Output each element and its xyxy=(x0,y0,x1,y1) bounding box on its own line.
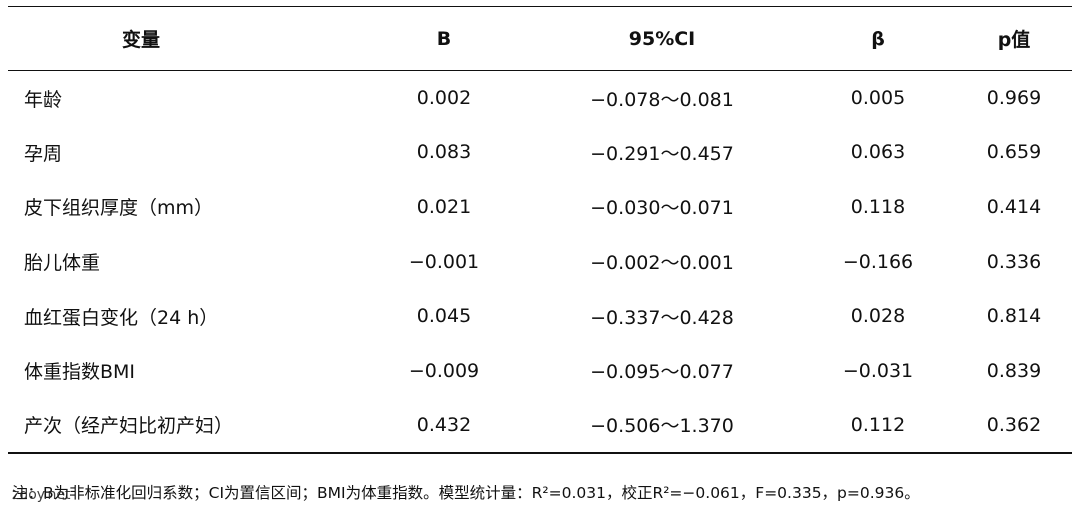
row-beta: 0.005 xyxy=(850,87,906,110)
row-ci: −0.002～0.001 xyxy=(590,252,734,275)
header-p-value: p值 xyxy=(956,6,1072,71)
header-ci: 95%CI xyxy=(524,6,800,71)
row-beta: 0.028 xyxy=(850,305,906,328)
row-b: −0.001 xyxy=(408,250,480,273)
row-beta: −0.166 xyxy=(842,250,914,273)
row-beta: 0.112 xyxy=(800,398,956,454)
row-p-value: 0.969 xyxy=(986,87,1042,110)
row-ci: −0.337～0.428 xyxy=(590,306,734,329)
row-variable: 胎儿体重 xyxy=(24,252,101,275)
table-row: 孕周 0.083 −0.291～0.457 0.063 0.659 xyxy=(8,125,1072,180)
watermark: zdoy.net xyxy=(12,487,71,503)
table-footnote: 注：B为非标准化回归系数；CI为置信区间；BMI为体重指数。模型统计量：R²=0… xyxy=(12,484,920,502)
row-b: −0.009 xyxy=(408,359,480,382)
row-p-value: 0.362 xyxy=(956,398,1072,454)
row-p-value: 0.839 xyxy=(986,359,1042,382)
row-p-value: 0.814 xyxy=(986,305,1042,328)
row-beta: −0.031 xyxy=(842,359,914,382)
regression-table: 变量 B 95%CI β p值 年龄 0.002 −0.078～0.081 0.… xyxy=(8,6,1072,454)
row-ci: −0.095～0.077 xyxy=(590,361,734,384)
row-p-value: 0.414 xyxy=(986,195,1042,218)
row-ci: −0.030～0.071 xyxy=(590,197,734,220)
table-row: 年龄 0.002 −0.078～0.081 0.005 0.969 xyxy=(8,71,1072,126)
row-beta: 0.063 xyxy=(850,141,906,164)
row-variable: 孕周 xyxy=(24,142,63,165)
header-beta: β xyxy=(800,6,956,71)
table-row: 体重指数BMI −0.009 −0.095～0.077 −0.031 0.839 xyxy=(8,343,1072,398)
row-b: 0.002 xyxy=(416,87,472,110)
row-b: 0.083 xyxy=(416,141,472,164)
row-b: 0.021 xyxy=(416,195,472,218)
row-variable: 年龄 xyxy=(24,88,63,111)
row-p-value: 0.659 xyxy=(986,141,1042,164)
row-ci: −0.506～1.370 xyxy=(524,398,800,454)
row-p-value: 0.336 xyxy=(986,250,1042,273)
table-row: 胎儿体重 −0.001 −0.002～0.001 −0.166 0.336 xyxy=(8,234,1072,289)
header-b: B xyxy=(364,6,524,71)
row-variable: 血红蛋白变化（24 h） xyxy=(24,306,219,329)
row-variable: 皮下组织厚度（mm） xyxy=(24,197,214,220)
row-ci: −0.291～0.457 xyxy=(590,142,734,165)
table-row: 皮下组织厚度（mm） 0.021 −0.030～0.071 0.118 0.41… xyxy=(8,180,1072,235)
table-header-row: 变量 B 95%CI β p值 xyxy=(8,6,1072,71)
header-variable: 变量 xyxy=(8,6,364,71)
row-b: 0.432 xyxy=(364,398,524,454)
row-b: 0.045 xyxy=(416,305,472,328)
table-row: 产次（经产妇比初产妇） 0.432 −0.506～1.370 0.112 0.3… xyxy=(8,398,1072,454)
row-variable: 体重指数BMI xyxy=(24,361,136,384)
row-variable: 产次（经产妇比初产妇） xyxy=(8,398,364,454)
table-row: 血红蛋白变化（24 h） 0.045 −0.337～0.428 0.028 0.… xyxy=(8,289,1072,344)
row-beta: 0.118 xyxy=(850,195,906,218)
row-ci: −0.078～0.081 xyxy=(590,88,734,111)
